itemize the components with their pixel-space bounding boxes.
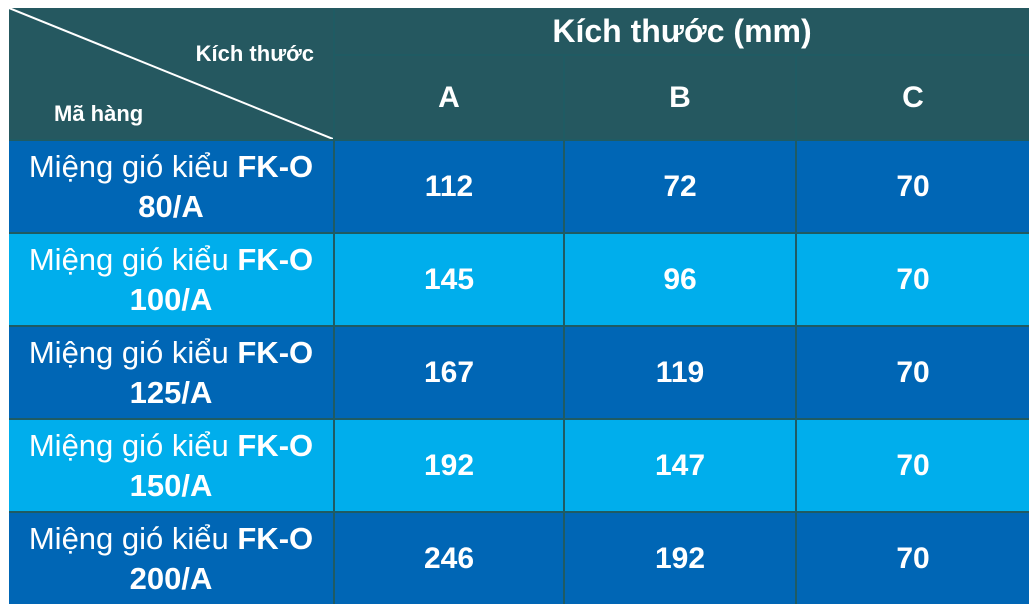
corner-top-label: Kích thước xyxy=(195,41,314,66)
value-cell-b: 96 xyxy=(565,234,795,325)
row-label-cell: Miệng gió kiểu FK-O 200/A xyxy=(9,513,333,604)
row-label-cell: Miệng gió kiểu FK-O 150/A xyxy=(9,420,333,511)
row-label-model: FK-O xyxy=(237,520,314,556)
row-label-prefix: Miệng gió kiểu xyxy=(28,334,238,370)
row-label-line1: Miệng gió kiểu FK-O xyxy=(29,333,313,373)
row-label-cell: Miệng gió kiểu FK-O 80/A xyxy=(9,141,333,232)
row-label-size: 200/A xyxy=(129,560,213,596)
row-label-cell: Miệng gió kiểu FK-O 125/A xyxy=(9,327,333,418)
value-cell-a: 192 xyxy=(335,420,563,511)
corner-bottom-label: Mã hàng xyxy=(54,101,144,126)
column-header-a: A xyxy=(335,56,563,139)
value-cell-c: 70 xyxy=(797,141,1029,232)
column-header-c: C xyxy=(797,56,1029,139)
row-label-line1: Miệng gió kiểu FK-O xyxy=(29,519,313,559)
row-label-prefix: Miệng gió kiểu xyxy=(28,520,238,556)
row-label-line1: Miệng gió kiểu FK-O xyxy=(29,147,313,187)
row-label-line1: Miệng gió kiểu FK-O xyxy=(29,426,313,466)
value-cell-c: 70 xyxy=(797,420,1029,511)
row-label-cell: Miệng gió kiểu FK-O 100/A xyxy=(9,234,333,325)
row-label-prefix: Miệng gió kiểu xyxy=(28,241,238,277)
group-header: Kích thước (mm) xyxy=(335,8,1029,54)
value-cell-c: 70 xyxy=(797,234,1029,325)
row-label-size: 80/A xyxy=(138,188,204,224)
value-cell-a: 167 xyxy=(335,327,563,418)
row-label-line1: Miệng gió kiểu FK-O xyxy=(29,240,313,280)
value-cell-a: 112 xyxy=(335,141,563,232)
row-label-model: FK-O xyxy=(237,334,314,370)
column-header-b: B xyxy=(565,56,795,139)
row-label-model: FK-O xyxy=(237,427,314,463)
row-label-prefix: Miệng gió kiểu xyxy=(28,427,238,463)
value-cell-b: 192 xyxy=(565,513,795,604)
row-label-prefix: Miệng gió kiểu xyxy=(28,148,238,184)
value-cell-b: 72 xyxy=(565,141,795,232)
row-label-size: 125/A xyxy=(129,374,213,410)
row-label-model: FK-O xyxy=(237,148,314,184)
diagonal-divider xyxy=(9,8,333,139)
corner-header-cell: Kích thước Mã hàng xyxy=(9,8,333,139)
row-label-size: 150/A xyxy=(129,467,213,503)
row-label-size: 100/A xyxy=(129,281,213,317)
value-cell-c: 70 xyxy=(797,513,1029,604)
row-label-model: FK-O xyxy=(237,241,314,277)
value-cell-a: 246 xyxy=(335,513,563,604)
dimensions-table: Kích thước Mã hàng Kích thước (mm) A B C… xyxy=(9,8,1029,604)
value-cell-c: 70 xyxy=(797,327,1029,418)
value-cell-a: 145 xyxy=(335,234,563,325)
value-cell-b: 147 xyxy=(565,420,795,511)
value-cell-b: 119 xyxy=(565,327,795,418)
